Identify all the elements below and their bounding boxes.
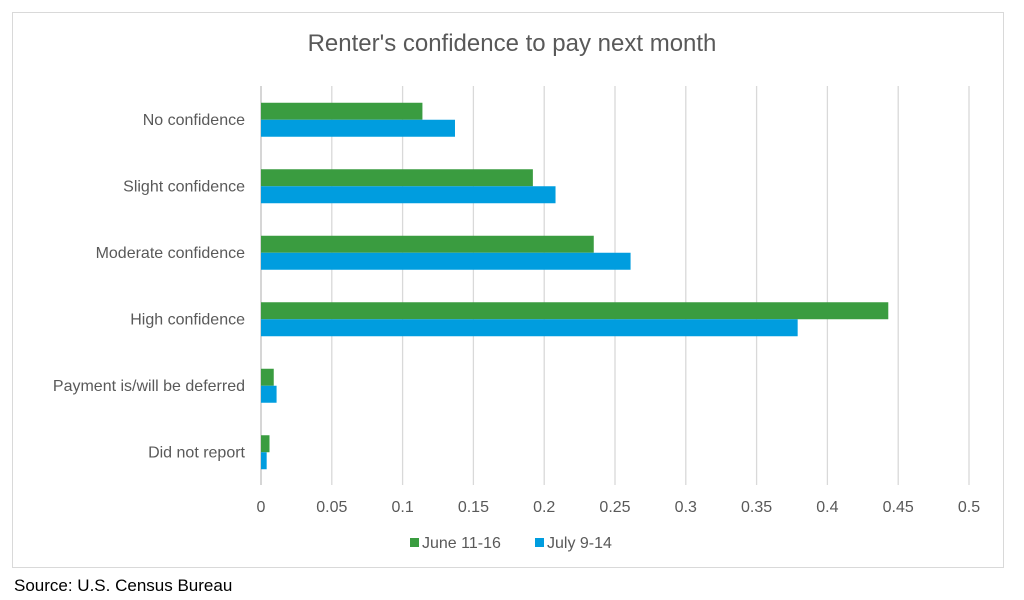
bar-july xyxy=(261,452,267,470)
bar-june xyxy=(261,435,270,453)
x-tick-label: 0.5 xyxy=(958,499,980,516)
x-tick-label: 0 xyxy=(257,499,266,516)
category-label: Did not report xyxy=(148,444,245,461)
bar-july xyxy=(261,385,277,403)
bar-june xyxy=(261,368,274,386)
bar-june xyxy=(261,102,423,120)
bar-july xyxy=(261,119,455,137)
source-note: Source: U.S. Census Bureau xyxy=(14,576,233,595)
x-tick-label: 0.45 xyxy=(883,499,914,516)
x-tick-label: 0.1 xyxy=(391,499,413,516)
bar-july xyxy=(261,186,556,204)
legend-swatch xyxy=(535,538,544,547)
chart-title: Renter's confidence to pay next month xyxy=(307,30,717,57)
category-label: High confidence xyxy=(130,311,245,328)
x-tick-label: 0.05 xyxy=(316,499,347,516)
bar-june xyxy=(261,169,533,187)
category-label: Slight confidence xyxy=(123,178,245,195)
x-tick-label: 0.4 xyxy=(816,499,838,516)
category-label: Payment is/will be deferred xyxy=(53,378,245,395)
chart-frame xyxy=(12,12,1004,568)
category-label: No confidence xyxy=(143,112,245,129)
x-tick-label: 0.15 xyxy=(458,499,489,516)
x-tick-label: 0.35 xyxy=(741,499,772,516)
legend-label: June 11-16 xyxy=(422,535,501,552)
legend-label: July 9-14 xyxy=(547,535,612,552)
bar-june xyxy=(261,302,889,320)
bar-july xyxy=(261,319,798,337)
bar-july xyxy=(261,252,631,270)
x-tick-label: 0.3 xyxy=(675,499,697,516)
x-tick-label: 0.25 xyxy=(599,499,630,516)
bar-june xyxy=(261,235,594,253)
legend-swatch xyxy=(410,538,419,547)
category-label: Moderate confidence xyxy=(96,245,246,262)
x-tick-label: 0.2 xyxy=(533,499,555,516)
